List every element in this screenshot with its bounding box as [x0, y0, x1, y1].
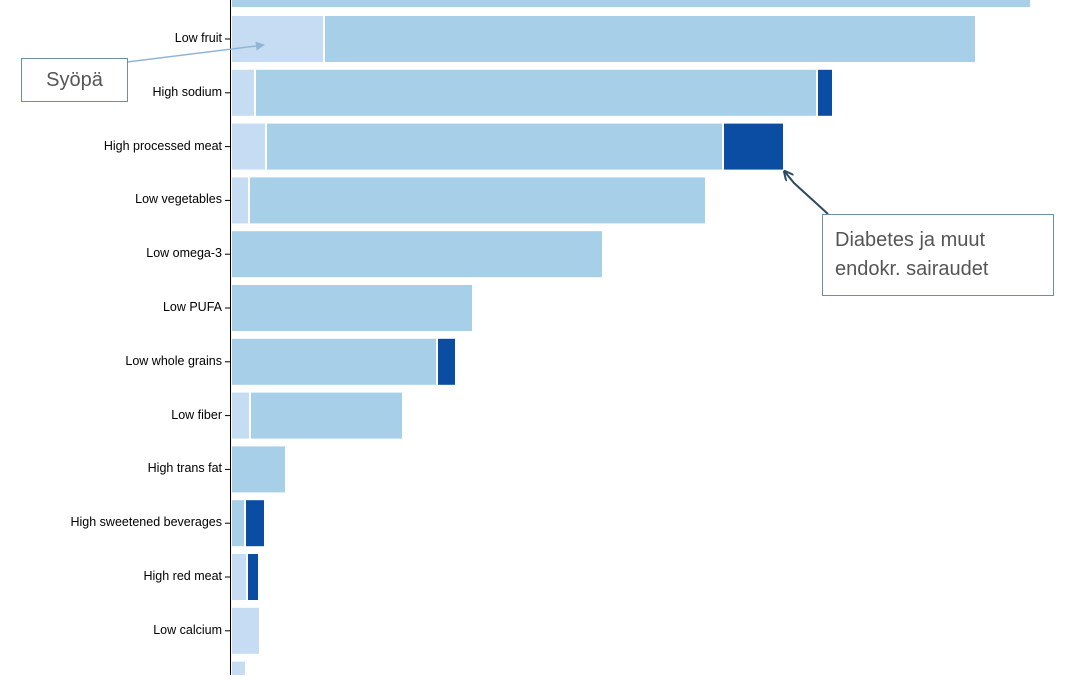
y-tick-label: Low calcium: [153, 622, 222, 637]
bar-1-series-0: [232, 69, 254, 116]
bar-3-series-1: [250, 177, 705, 224]
y-tick-label: Low fruit: [174, 31, 222, 45]
callout-cancer: Syöpä: [21, 58, 128, 102]
y-tick-label: Low PUFA: [162, 300, 222, 314]
callout-diabetes: Diabetes ja muut endokr. sairaudet: [822, 214, 1054, 296]
diabetes-callout-arrow: [785, 172, 829, 215]
bar-2-series-2: [724, 123, 783, 170]
y-tick-label: High sweetened beverages: [70, 515, 223, 530]
bar-6-series-1: [232, 338, 436, 385]
bar-9-series-1: [232, 500, 244, 547]
bar-4-series-1: [232, 231, 602, 278]
y-tick-label: Low vegetables: [135, 192, 222, 207]
bar-1-series-2: [818, 69, 832, 116]
bar-1-series-1: [256, 69, 816, 116]
y-tick-label: Low fiber: [171, 407, 222, 422]
bar-5-series-1: [232, 285, 472, 331]
cancer-callout-arrow: [126, 41, 265, 63]
bar-2-series-0: [232, 123, 265, 170]
bar-10-series-2: [248, 554, 258, 600]
callout-diabetes-line-1: Diabetes ja muut: [835, 229, 986, 251]
bar-10-series-0: [232, 554, 246, 600]
y-tick-label: High trans fat: [147, 461, 222, 476]
bar-2-series-1: [267, 123, 722, 170]
bars-layer: [232, 0, 1030, 680]
bar-7-series-0: [232, 392, 249, 439]
y-tick-label: High sodium: [152, 84, 222, 99]
y-tick-label: Low omega-3: [146, 246, 222, 261]
bar-partial-bottom: [232, 661, 245, 680]
y-tick-label: Low whole grains: [125, 353, 222, 368]
bar-partial-top: [232, 0, 1030, 7]
ticks-layer: [225, 38, 231, 632]
bar-0-series-0: [232, 16, 323, 62]
y-tick-label: High processed meat: [103, 138, 222, 153]
callout-diabetes-line-2: endokr. sairaudet: [835, 258, 989, 280]
bar-3-series-0: [232, 177, 248, 224]
bar-6-series-2: [438, 338, 455, 385]
y-tick-label: High red meat: [143, 569, 222, 583]
bar-9-series-2: [246, 500, 264, 547]
bar-0-series-1: [325, 16, 975, 62]
bar-8-series-1: [232, 446, 285, 493]
bar-7-series-1: [251, 392, 402, 439]
bar-11-series-0: [232, 607, 259, 654]
callout-cancer-text: Syöpä: [46, 68, 103, 91]
